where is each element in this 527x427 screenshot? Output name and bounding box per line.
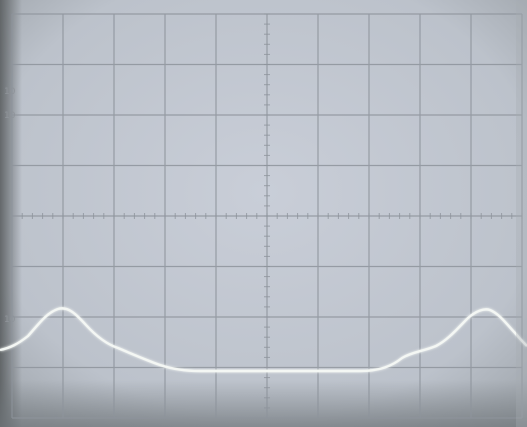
graticule-center-ticks xyxy=(11,13,523,419)
screen-bottom-shade xyxy=(0,380,527,427)
graticule-label-top: 10 xyxy=(4,87,16,97)
screen-left-shade xyxy=(0,0,22,427)
graticule-label-lower: 10 xyxy=(4,315,16,325)
pulse-waveform-trace xyxy=(0,307,527,373)
graticule-label-upper: 10 xyxy=(4,111,16,121)
screen-right-edge xyxy=(516,0,527,427)
